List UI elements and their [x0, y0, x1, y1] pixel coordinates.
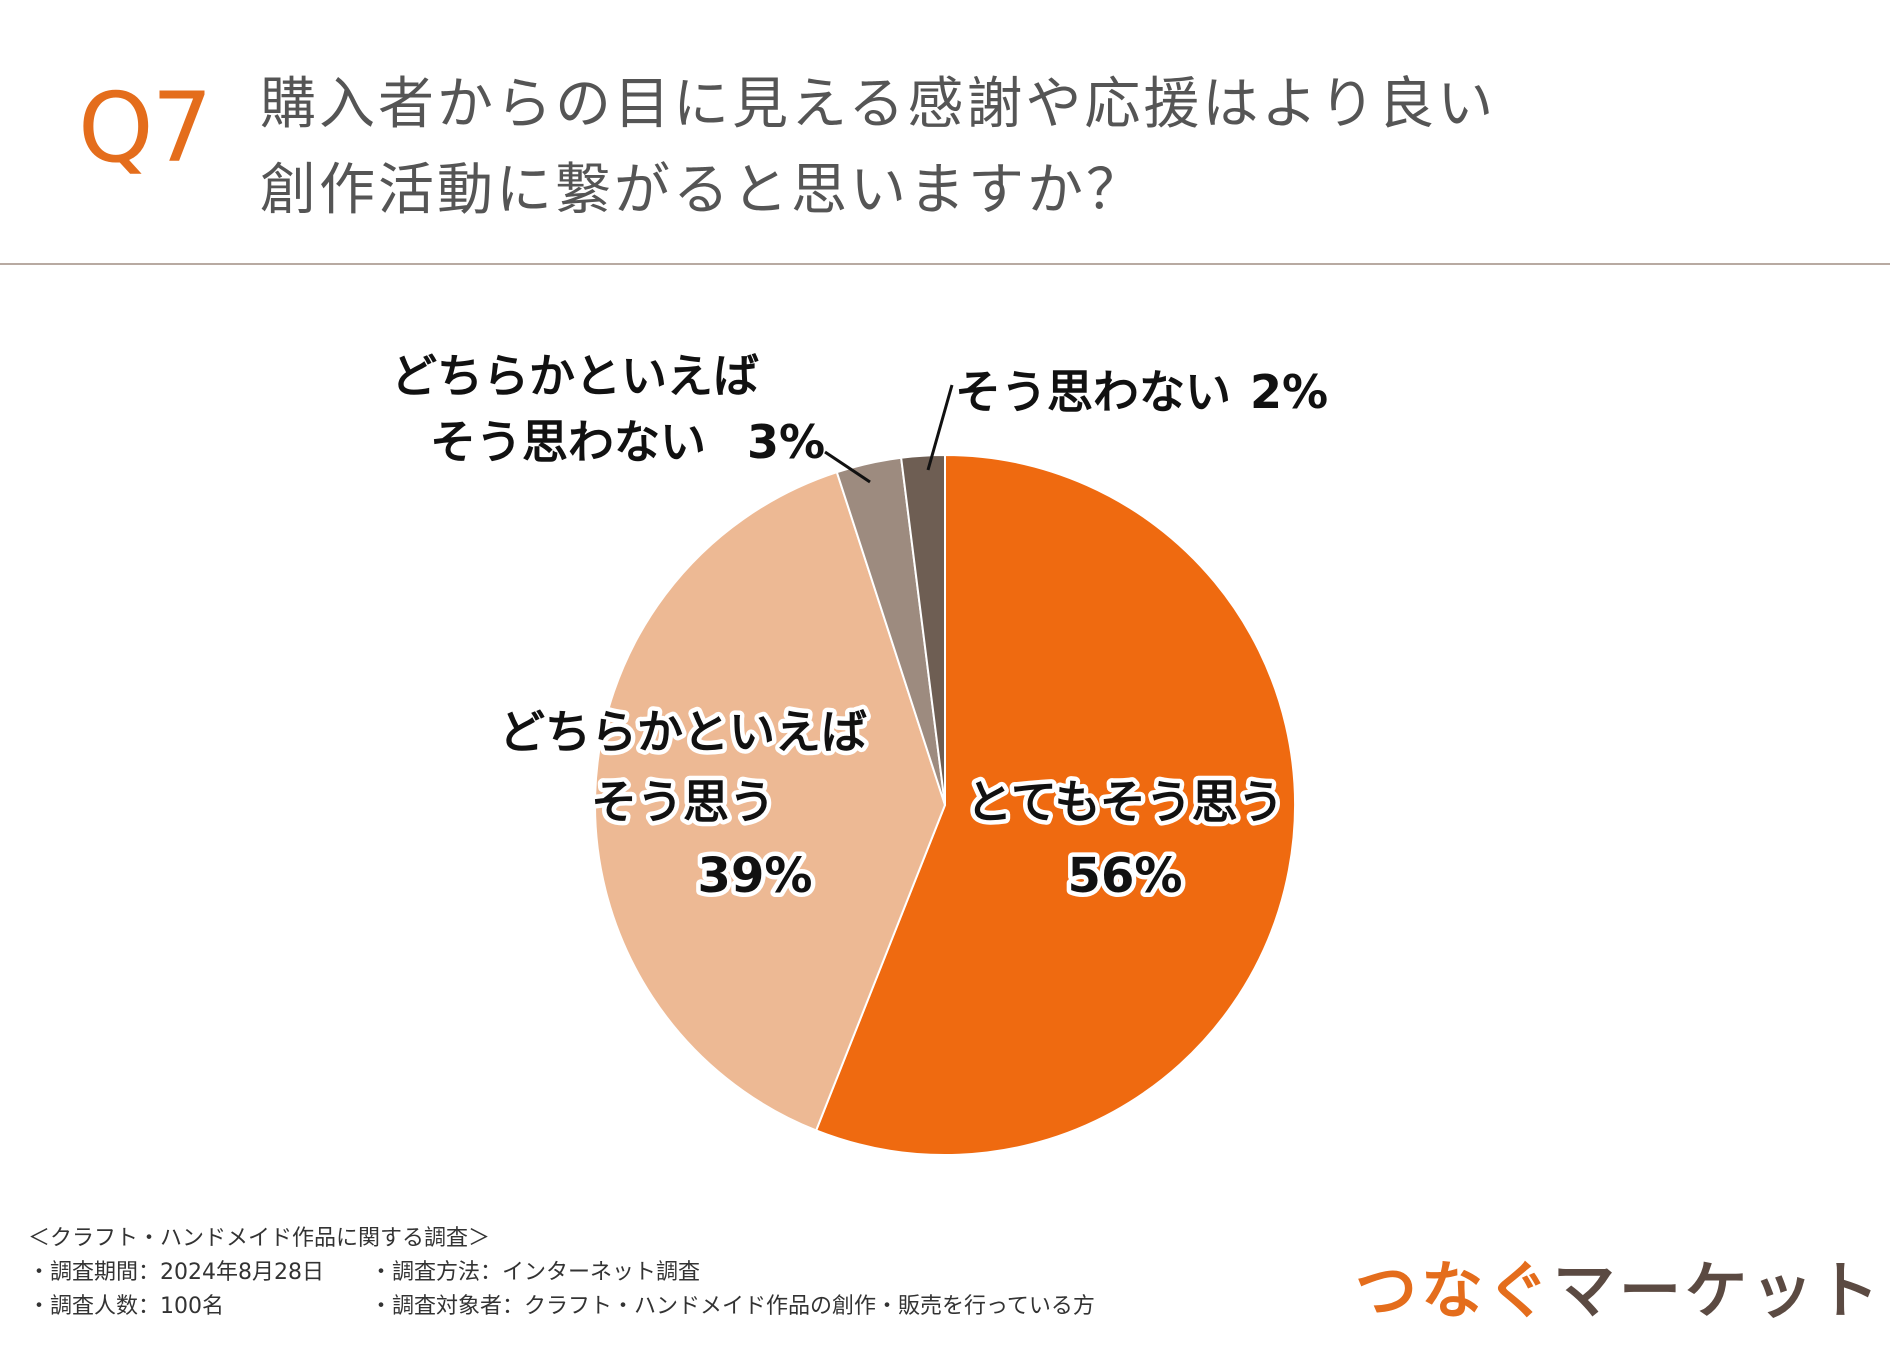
leader-line-disagree [926, 384, 954, 471]
pie-slice-somewhat-agree [594, 470, 947, 1132]
header-divider [0, 263, 1890, 265]
survey-method: ・調査方法：インターネット調査 [370, 1260, 701, 1285]
survey-target: ・調査対象者：クラフト・ハンドメイド作品の創作・販売を行っている方 [370, 1294, 1095, 1319]
brand-logo: つなぐマーケット [1355, 1240, 1883, 1330]
survey-count: ・調査人数：100名 [28, 1294, 224, 1319]
question-number: Q7 [78, 72, 213, 184]
slice-value-somewhat-agree: 39% [698, 848, 813, 904]
pie-chart: とてもそう思う 56% どちらかといえば そう思う 39% どちらかといえば そ… [391, 349, 1328, 1156]
question-title-line-2: 創作活動に繋がると思いますか？ [260, 158, 1145, 223]
slice-value-somewhat-disagree: 3% [747, 415, 825, 469]
pie-slice-very-agree [814, 453, 1296, 1156]
survey-footer: ＜クラフト・ハンドメイド作品に関する調査＞ ・調査期間：2024年8月28日 ・… [28, 1222, 1095, 1324]
pie-slices [594, 453, 1296, 1156]
leader-lines [824, 384, 954, 484]
slice-label-somewhat-agree-line2: そう思う [591, 775, 775, 829]
slice-label-somewhat-agree-line1: どちらかといえば [499, 705, 867, 759]
footer-row-2: ・調査人数：100名 ・調査対象者：クラフト・ハンドメイド作品の創作・販売を行っ… [28, 1290, 1095, 1324]
survey-name: ＜クラフト・ハンドメイド作品に関する調査＞ [28, 1226, 491, 1251]
leader-line-somewhat-disagree [824, 450, 871, 484]
slice-value-very-agree: 56% [1068, 848, 1183, 904]
slice-label-somewhat-disagree-line2: そう思わない [430, 415, 706, 469]
slice-label-somewhat-disagree-line1: どちらかといえば [391, 349, 759, 403]
survey-period: ・調査期間：2024年8月28日 [28, 1260, 324, 1285]
pie-slice-disagree [900, 453, 946, 806]
slice-value-disagree: 2% [1250, 365, 1328, 419]
question-title: 購入者からの目に見える感謝や応援はより良い 創作活動に繋がると思いますか？ [260, 62, 1710, 234]
slice-label-disagree: そう思わない [955, 365, 1231, 419]
brand-logo-part2: マーケット [1553, 1254, 1884, 1327]
question-title-line-1: 購入者からの目に見える感謝や応援はより良い [260, 72, 1497, 137]
brand-logo-part1: つなぐ [1355, 1254, 1554, 1327]
slice-label-very-agree: とてもそう思う [966, 775, 1283, 829]
footer-row-1: ・調査期間：2024年8月28日 ・調査方法：インターネット調査 [28, 1256, 1095, 1290]
header: Q7 購入者からの目に見える感謝や応援はより良い 創作活動に繋がると思いますか？ [0, 0, 1890, 265]
